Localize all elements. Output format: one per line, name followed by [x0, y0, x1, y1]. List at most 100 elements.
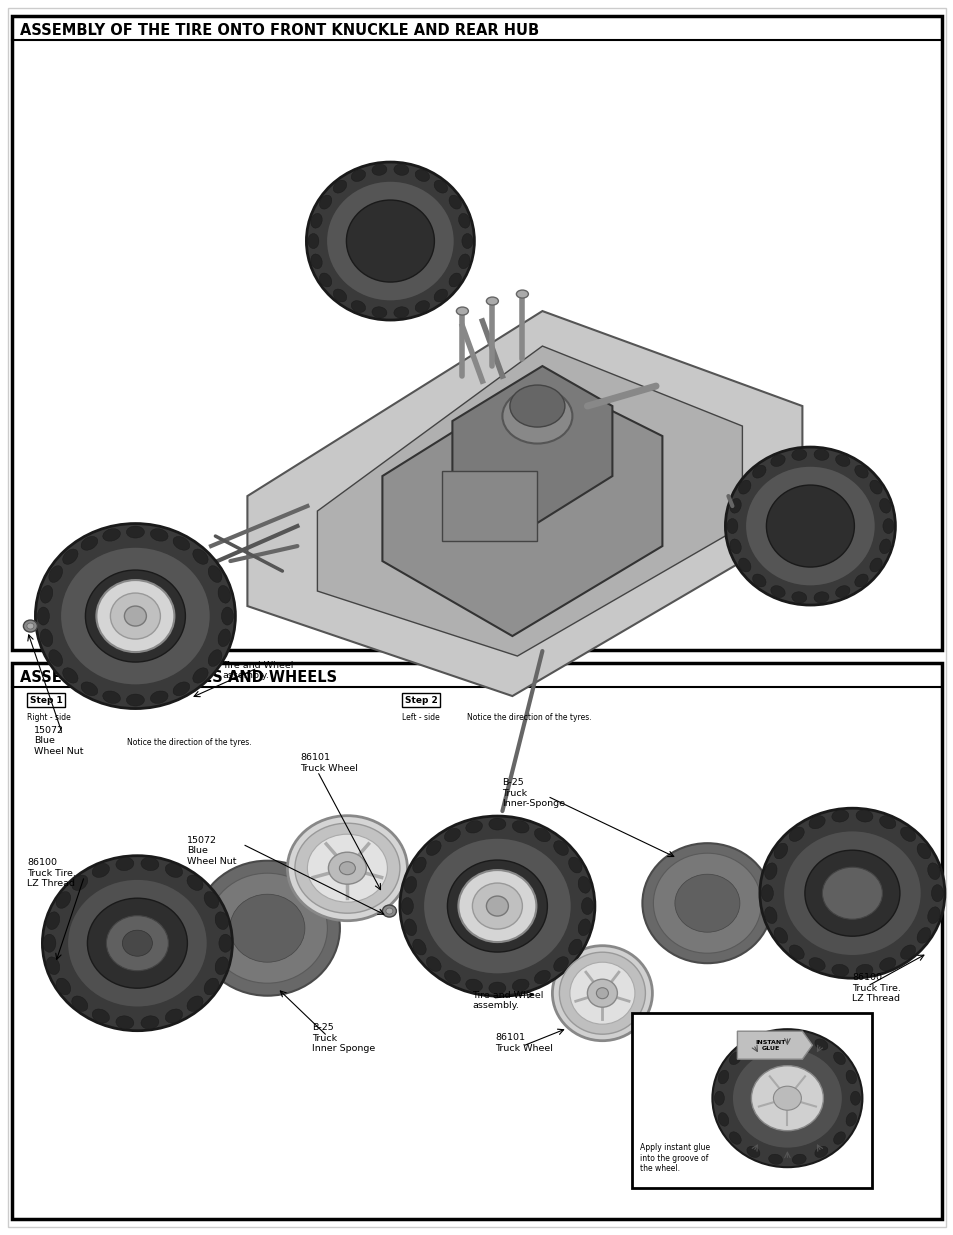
Polygon shape: [452, 366, 612, 526]
Ellipse shape: [763, 906, 777, 924]
Ellipse shape: [49, 650, 63, 667]
Text: 86100
Truck Tire.
LZ Thread: 86100 Truck Tire. LZ Thread: [28, 858, 76, 888]
Ellipse shape: [319, 273, 332, 287]
Text: Tire and Wheel
assembly.: Tire and Wheel assembly.: [472, 990, 543, 1010]
Ellipse shape: [472, 883, 522, 929]
Polygon shape: [382, 375, 661, 636]
Ellipse shape: [339, 862, 355, 874]
Ellipse shape: [714, 1092, 723, 1105]
Ellipse shape: [24, 620, 37, 632]
Ellipse shape: [404, 877, 416, 893]
Ellipse shape: [534, 971, 550, 984]
Bar: [28, 693, 66, 708]
Ellipse shape: [674, 874, 740, 932]
Ellipse shape: [900, 827, 915, 841]
Ellipse shape: [926, 863, 940, 879]
Ellipse shape: [372, 164, 387, 175]
Ellipse shape: [46, 911, 60, 930]
Polygon shape: [317, 346, 741, 656]
Ellipse shape: [415, 300, 429, 312]
Ellipse shape: [791, 1032, 805, 1042]
Ellipse shape: [845, 1113, 856, 1126]
Ellipse shape: [770, 585, 784, 598]
Ellipse shape: [738, 480, 750, 494]
Ellipse shape: [307, 834, 387, 903]
Ellipse shape: [788, 827, 803, 841]
Ellipse shape: [718, 1113, 728, 1126]
Ellipse shape: [193, 550, 208, 564]
Ellipse shape: [172, 536, 190, 550]
Ellipse shape: [193, 668, 208, 683]
Ellipse shape: [151, 529, 168, 541]
Ellipse shape: [768, 1032, 781, 1042]
Ellipse shape: [413, 857, 426, 873]
Ellipse shape: [165, 863, 182, 877]
Ellipse shape: [194, 861, 339, 995]
Ellipse shape: [346, 200, 434, 282]
Ellipse shape: [218, 585, 231, 603]
Ellipse shape: [813, 450, 828, 461]
Text: Apply instant glue
into the groove of
the wheel.: Apply instant glue into the groove of th…: [639, 1144, 710, 1173]
Ellipse shape: [311, 254, 322, 269]
Ellipse shape: [791, 450, 806, 461]
Ellipse shape: [916, 844, 930, 858]
Ellipse shape: [415, 169, 429, 182]
Ellipse shape: [35, 524, 235, 709]
Ellipse shape: [56, 978, 71, 995]
Ellipse shape: [218, 934, 232, 952]
Ellipse shape: [578, 919, 590, 936]
Text: ASSEMBLY OF THE TIRE ONTO FRONT KNUCKLE AND REAR HUB: ASSEMBLY OF THE TIRE ONTO FRONT KNUCKLE …: [20, 22, 539, 37]
Ellipse shape: [458, 254, 470, 269]
Ellipse shape: [854, 574, 867, 587]
Ellipse shape: [60, 547, 211, 685]
Ellipse shape: [214, 911, 229, 930]
Ellipse shape: [218, 629, 231, 647]
Ellipse shape: [399, 816, 595, 997]
Ellipse shape: [488, 982, 505, 994]
Ellipse shape: [465, 820, 482, 834]
Ellipse shape: [401, 898, 413, 915]
Ellipse shape: [849, 1092, 860, 1105]
Ellipse shape: [502, 389, 572, 443]
Ellipse shape: [813, 592, 828, 603]
Ellipse shape: [351, 300, 365, 312]
Ellipse shape: [187, 995, 203, 1011]
Ellipse shape: [729, 1052, 740, 1065]
Ellipse shape: [831, 965, 848, 977]
Ellipse shape: [86, 571, 185, 662]
Ellipse shape: [426, 957, 440, 972]
Ellipse shape: [208, 566, 222, 583]
Ellipse shape: [122, 930, 152, 956]
Ellipse shape: [207, 873, 327, 983]
Ellipse shape: [788, 945, 803, 960]
Ellipse shape: [726, 519, 737, 534]
Ellipse shape: [814, 1146, 827, 1157]
Ellipse shape: [27, 622, 34, 629]
Text: INSTANT
GLUE: INSTANT GLUE: [755, 1040, 784, 1051]
Ellipse shape: [568, 939, 581, 955]
Ellipse shape: [765, 485, 854, 567]
Ellipse shape: [306, 162, 474, 320]
Ellipse shape: [773, 1087, 801, 1110]
Ellipse shape: [916, 927, 930, 944]
Text: 86101
Truck Wheel: 86101 Truck Wheel: [495, 1034, 553, 1052]
Ellipse shape: [763, 863, 777, 879]
Ellipse shape: [81, 682, 97, 695]
Text: B-25
Truck
Inner-Sponge: B-25 Truck Inner-Sponge: [502, 778, 565, 808]
Ellipse shape: [724, 447, 895, 605]
Text: ASSEMBLY OF THE TIRES AND WHEELS: ASSEMBLY OF THE TIRES AND WHEELS: [20, 669, 337, 684]
Ellipse shape: [63, 668, 78, 683]
Ellipse shape: [333, 180, 346, 193]
Ellipse shape: [760, 884, 773, 902]
Ellipse shape: [926, 906, 940, 924]
Ellipse shape: [773, 927, 787, 944]
Ellipse shape: [351, 169, 365, 182]
Ellipse shape: [534, 829, 550, 842]
Ellipse shape: [187, 876, 203, 890]
Ellipse shape: [845, 1071, 856, 1084]
Ellipse shape: [141, 857, 159, 871]
Ellipse shape: [42, 856, 233, 1031]
Ellipse shape: [760, 808, 943, 978]
Ellipse shape: [718, 1071, 728, 1084]
Ellipse shape: [214, 957, 229, 974]
